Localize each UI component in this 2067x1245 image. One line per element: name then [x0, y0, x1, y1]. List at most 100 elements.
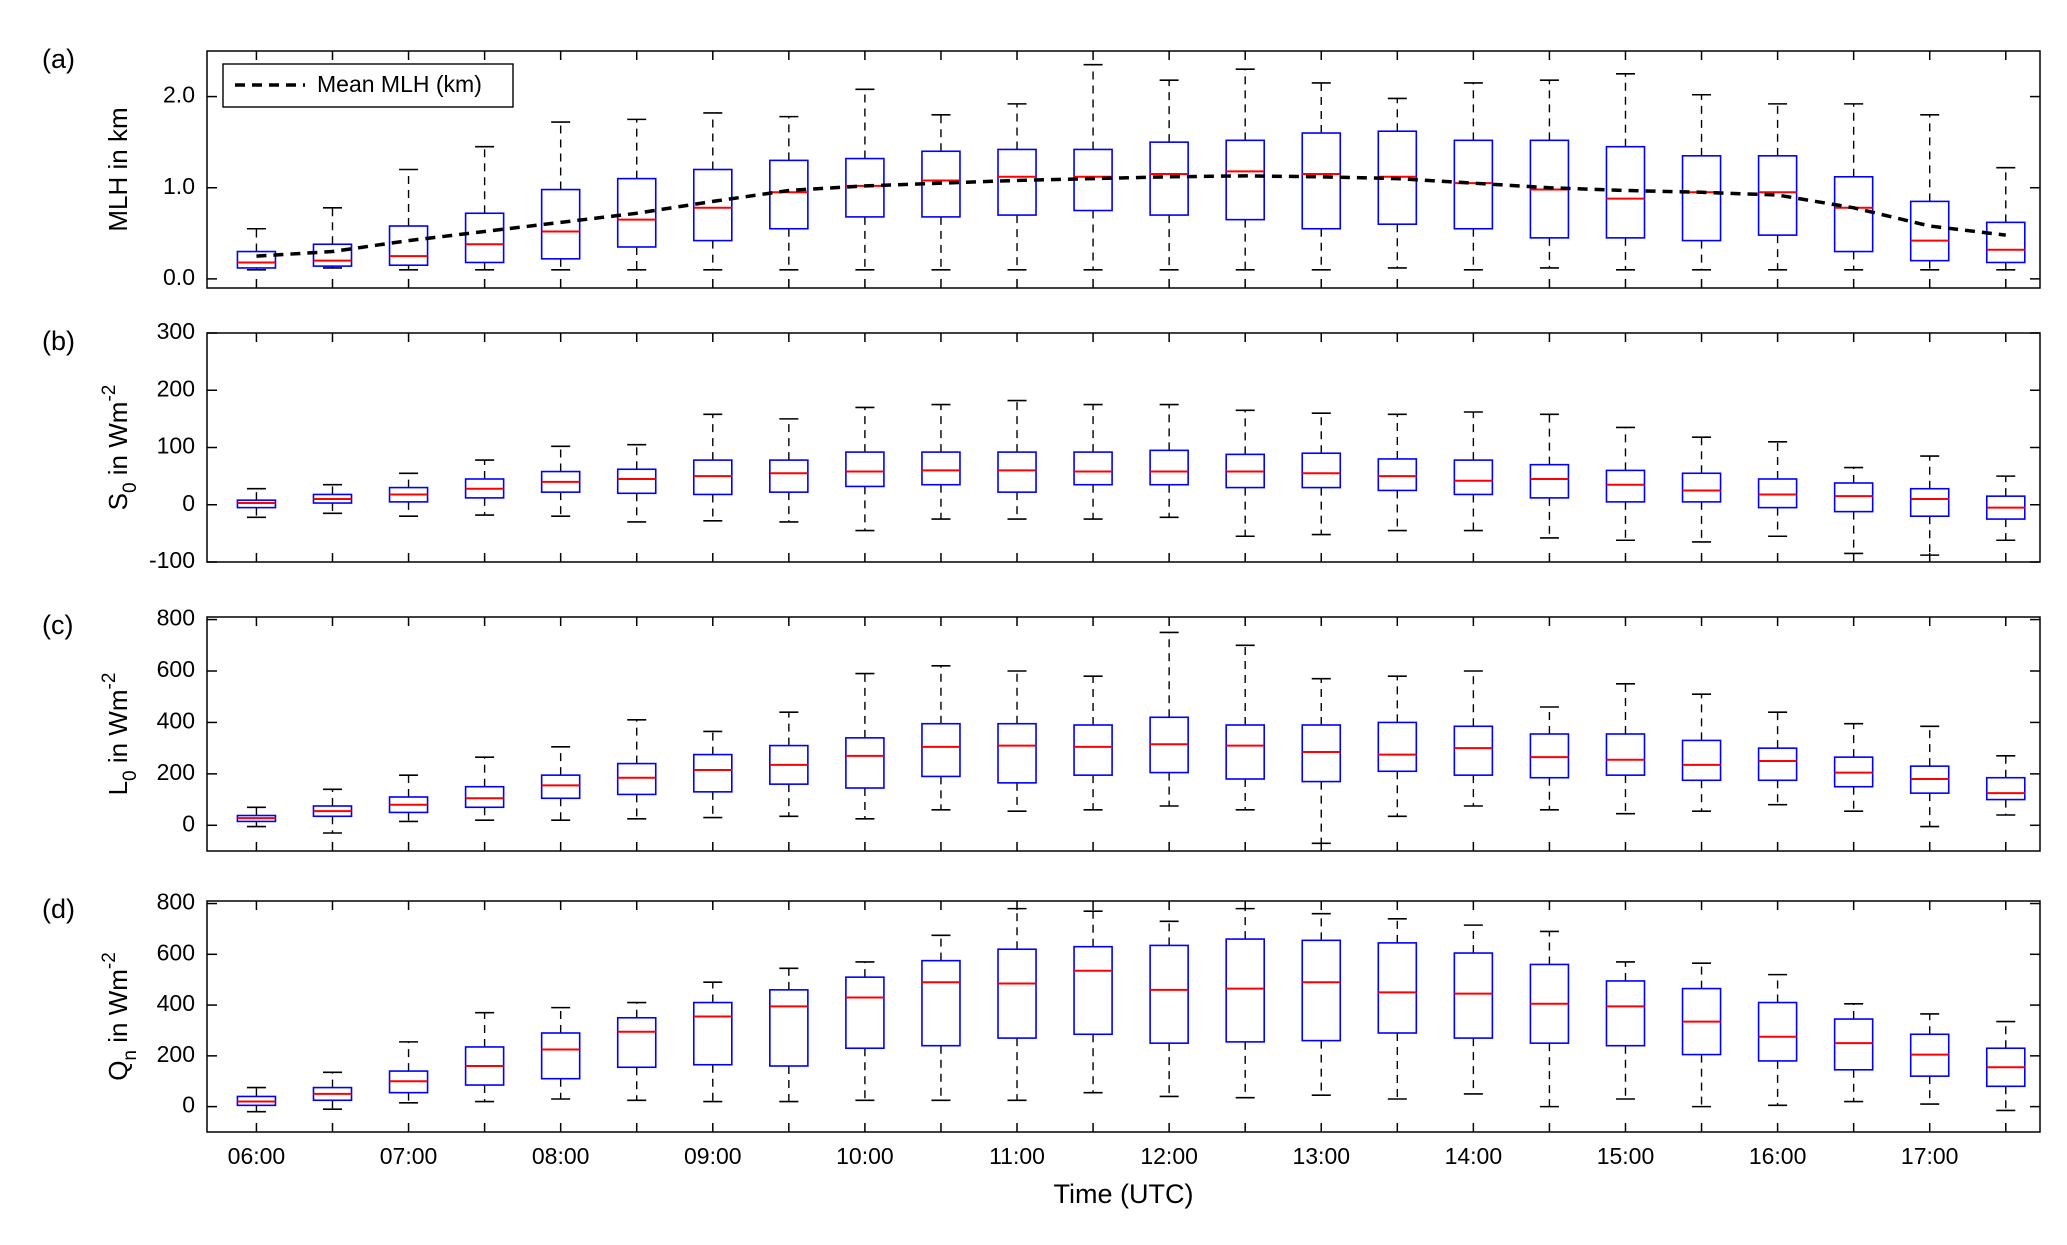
y-tick-label: 600: [157, 939, 195, 965]
box: [845, 737, 885, 789]
box: [312, 243, 353, 267]
x-tick-label: 13:00: [1292, 1143, 1350, 1169]
box: [236, 250, 277, 269]
box: [1149, 449, 1189, 486]
x-tick-label: 09:00: [684, 1143, 742, 1169]
box: [692, 753, 733, 793]
panel-label: (d): [42, 894, 75, 924]
box: [997, 948, 1037, 1039]
y-tick-label: 200: [157, 759, 195, 785]
box: [921, 959, 961, 1047]
x-tick-label: 11:00: [989, 1143, 1045, 1169]
x-tick-label: 16:00: [1749, 1143, 1807, 1169]
box: [1605, 980, 1646, 1047]
box: [692, 1001, 733, 1066]
box: [1453, 139, 1494, 230]
box: [1377, 458, 1418, 492]
box: [1833, 175, 1874, 253]
box: [1301, 132, 1342, 230]
panel-label: (b): [42, 326, 75, 356]
box: [1909, 200, 1950, 262]
x-tick-label: 15:00: [1597, 1143, 1655, 1169]
y-tick-label: 0: [182, 810, 195, 836]
box: [1605, 145, 1646, 239]
box: [1529, 463, 1570, 499]
box: [1833, 1018, 1874, 1071]
y-tick-label: 200: [157, 1041, 195, 1067]
y-axis-label: S0 in Wm-2: [99, 385, 141, 511]
box: [464, 785, 505, 809]
y-tick-label: 100: [157, 433, 195, 459]
plot-frame: [206, 900, 2041, 1133]
panel-label: (c): [42, 610, 73, 640]
box: [1225, 139, 1266, 221]
y-axis-label-part: in Wm: [103, 969, 133, 1050]
y-axis-label-part: -2: [99, 952, 120, 969]
box: [692, 459, 733, 496]
box: [1833, 482, 1874, 513]
box: [1377, 721, 1418, 773]
y-tick-label: 1.0: [163, 173, 195, 199]
box: [1377, 942, 1418, 1034]
y-axis-label-part: Q: [103, 1061, 133, 1081]
box: [1225, 938, 1266, 1043]
y-axis-label-part: in Wm: [103, 402, 133, 483]
mean-line: [256, 174, 2006, 258]
box: [388, 225, 429, 267]
y-tick-label: 2.0: [163, 82, 195, 108]
y-axis-label-part: 0: [120, 482, 141, 493]
plot-frame: [206, 332, 2041, 563]
box: [616, 468, 657, 495]
box: [1681, 472, 1722, 503]
x-tick-label: 08:00: [532, 1143, 590, 1169]
box: [769, 159, 809, 230]
box: [1301, 452, 1342, 489]
x-tick-label: 07:00: [380, 1143, 438, 1169]
box: [1757, 1001, 1798, 1062]
y-axis-label: MLH in km: [103, 107, 133, 231]
box: [1073, 724, 1113, 776]
y-tick-label: 0: [182, 1092, 195, 1118]
y-tick-label: 0: [182, 490, 195, 516]
box: [1073, 451, 1113, 486]
box: [1681, 739, 1722, 782]
x-tick-label: 10:00: [836, 1143, 894, 1169]
box: [616, 1016, 657, 1069]
box: [769, 989, 809, 1067]
box: [997, 722, 1037, 784]
plot-frame: [206, 50, 2041, 289]
box: [1301, 939, 1342, 1042]
y-axis-label-part: S: [103, 493, 133, 510]
y-tick-label: 800: [157, 889, 195, 915]
box: [1529, 733, 1570, 779]
box: [921, 722, 961, 778]
legend-label: Mean MLH (km): [317, 71, 482, 97]
y-axis-label-part: n: [120, 1050, 141, 1061]
box: [1985, 221, 2026, 264]
y-tick-label: 400: [157, 708, 195, 734]
y-axis-label: L0 in Wm-2: [99, 673, 141, 796]
box: [1985, 776, 2026, 801]
x-axis-label: Time (UTC): [1054, 1179, 1194, 1209]
y-tick-label: 600: [157, 656, 195, 682]
y-tick-label: 800: [157, 605, 195, 631]
x-tick-label: 14:00: [1445, 1143, 1503, 1169]
y-tick-label: 400: [157, 990, 195, 1016]
box: [845, 451, 885, 488]
x-tick-label: 17:00: [1901, 1143, 1959, 1169]
y-axis-label-part: in Wm: [103, 689, 133, 770]
y-tick-label: 300: [157, 318, 195, 344]
box: [1301, 724, 1342, 783]
y-axis-label-part: MLH in km: [103, 107, 133, 231]
box: [1757, 155, 1798, 236]
box: [997, 451, 1037, 493]
box: [1453, 725, 1494, 776]
box: [1453, 952, 1494, 1039]
box: [464, 212, 505, 264]
box: [1149, 944, 1189, 1044]
x-tick-label: 12:00: [1140, 1143, 1198, 1169]
x-tick-label: 06:00: [228, 1143, 286, 1169]
y-axis-label-part: 0: [120, 770, 141, 781]
box: [921, 451, 961, 486]
